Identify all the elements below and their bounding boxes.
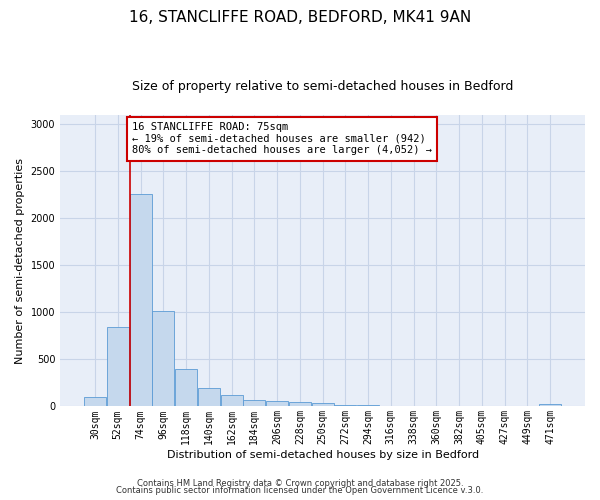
Bar (243, 400, 265, 406)
Text: 16, STANCLIFFE ROAD, BEDFORD, MK41 9AN: 16, STANCLIFFE ROAD, BEDFORD, MK41 9AN (129, 10, 471, 25)
Bar (198, 388, 220, 406)
Title: Size of property relative to semi-detached houses in Bedford: Size of property relative to semi-detach… (132, 80, 513, 93)
Y-axis label: Number of semi-detached properties: Number of semi-detached properties (15, 158, 25, 364)
Bar (266, 401, 288, 406)
Bar (175, 369, 197, 406)
Bar (107, 328, 129, 406)
Bar (130, 194, 152, 406)
Bar (289, 402, 311, 406)
Bar (539, 404, 561, 406)
Bar (84, 397, 106, 406)
Bar (311, 403, 334, 406)
Bar (152, 310, 175, 406)
Text: 16 STANCLIFFE ROAD: 75sqm
← 19% of semi-detached houses are smaller (942)
80% of: 16 STANCLIFFE ROAD: 75sqm ← 19% of semi-… (132, 122, 432, 156)
Bar (334, 404, 356, 406)
Text: Contains public sector information licensed under the Open Government Licence v.: Contains public sector information licen… (116, 486, 484, 495)
Text: Contains HM Land Registry data © Crown copyright and database right 2025.: Contains HM Land Registry data © Crown c… (137, 478, 463, 488)
X-axis label: Distribution of semi-detached houses by size in Bedford: Distribution of semi-detached houses by … (167, 450, 479, 460)
Bar (221, 395, 242, 406)
